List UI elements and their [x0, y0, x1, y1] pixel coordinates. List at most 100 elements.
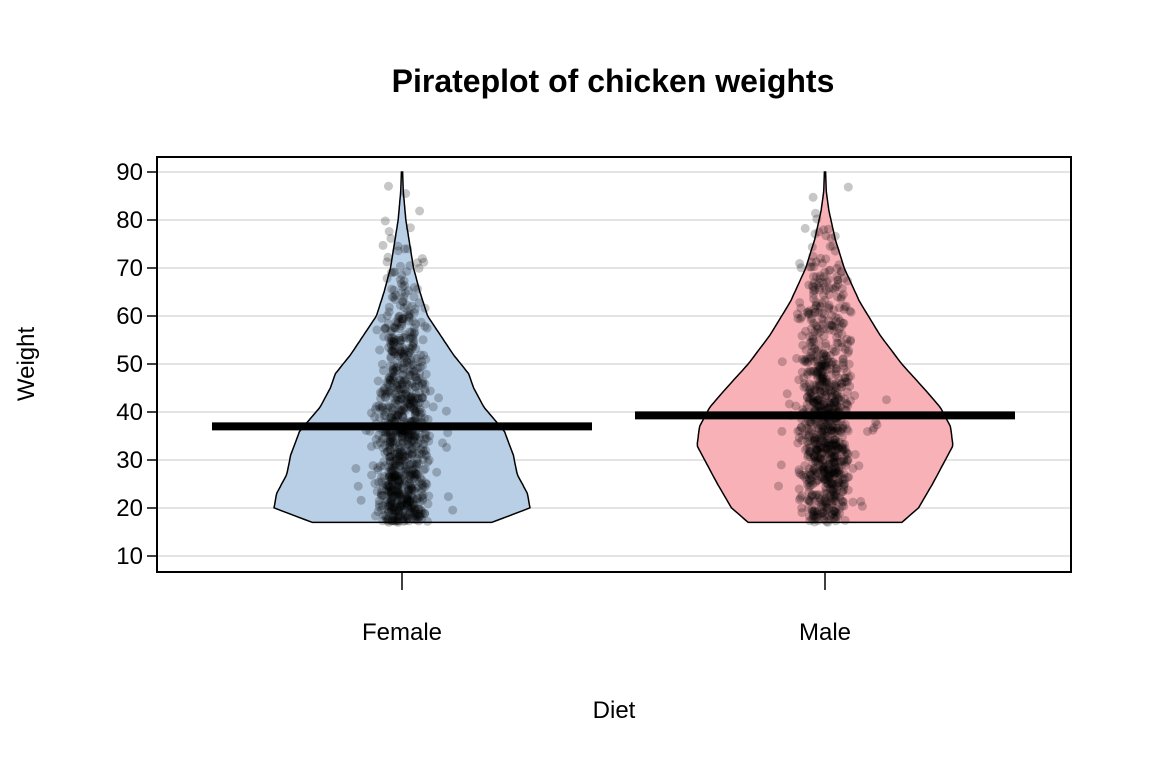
data-point [819, 425, 829, 435]
data-point [842, 473, 852, 483]
data-point [807, 314, 817, 323]
data-point [413, 469, 423, 479]
data-point [813, 369, 823, 379]
data-point [817, 359, 827, 369]
data-point [848, 497, 858, 507]
data-point [816, 373, 825, 383]
data-point [406, 435, 416, 445]
data-point [821, 471, 831, 481]
data-point [832, 401, 842, 411]
data-point [838, 487, 848, 497]
data-point [828, 498, 838, 508]
data-point [827, 475, 837, 485]
data-point [809, 319, 819, 328]
data-point [384, 181, 393, 191]
data-point [395, 335, 405, 345]
data-point [409, 468, 419, 478]
data-point [398, 501, 408, 511]
data-point [821, 341, 831, 351]
data-point [822, 399, 832, 408]
data-point [834, 260, 844, 270]
data-point [402, 395, 412, 405]
data-point [825, 477, 835, 487]
data-point [401, 189, 411, 198]
data-point [400, 330, 410, 340]
data-point [405, 497, 415, 506]
data-point [825, 441, 835, 450]
data-point [404, 347, 414, 357]
data-point [397, 474, 407, 484]
data-point [421, 478, 431, 488]
data-point [804, 424, 814, 434]
data-point [413, 357, 423, 367]
data-point [833, 275, 843, 285]
data-point [809, 380, 819, 390]
data-point [407, 483, 417, 493]
data-point [830, 469, 840, 479]
data-point [383, 499, 393, 509]
data-point [816, 453, 825, 463]
data-point [393, 428, 403, 438]
data-point [818, 508, 828, 518]
data-point [389, 337, 398, 347]
data-point [810, 453, 820, 463]
data-point [403, 429, 413, 439]
data-point [839, 318, 849, 328]
data-point [826, 401, 836, 411]
data-point [827, 320, 837, 330]
data-point [850, 450, 860, 459]
data-point [806, 353, 816, 363]
data-point [386, 475, 396, 484]
data-point [831, 512, 841, 522]
data-point [813, 361, 823, 371]
data-point [398, 384, 408, 394]
data-point [825, 242, 835, 251]
data-point [815, 380, 825, 390]
data-point [841, 301, 851, 311]
y-tick-label: 30 [116, 447, 143, 474]
data-point [396, 492, 406, 502]
data-point [802, 392, 812, 402]
data-point [816, 502, 826, 512]
data-point [840, 479, 850, 489]
data-point [832, 426, 841, 436]
data-point [405, 401, 415, 411]
data-point [809, 452, 819, 462]
data-point [794, 465, 804, 475]
data-point [387, 432, 397, 442]
data-point [393, 447, 403, 457]
data-point [830, 435, 840, 445]
data-point [836, 403, 846, 412]
data-point [417, 475, 427, 485]
data-point [386, 413, 395, 422]
data-point [404, 313, 414, 322]
data-point [401, 406, 411, 415]
data-point [821, 444, 831, 454]
data-point [394, 456, 404, 466]
data-point [414, 398, 424, 408]
data-point [823, 466, 833, 476]
data-point [404, 311, 414, 321]
data-point [395, 335, 405, 345]
data-point [819, 421, 829, 431]
data-point [375, 412, 385, 422]
data-point [797, 355, 807, 364]
data-point [377, 490, 387, 500]
data-point [810, 468, 820, 478]
data-point [809, 507, 818, 517]
data-point [809, 272, 818, 282]
data-point [380, 440, 390, 450]
data-point [407, 491, 417, 501]
data-point [810, 465, 820, 475]
data-point [842, 424, 852, 434]
data-point [833, 425, 843, 435]
data-point [409, 436, 419, 446]
data-point [837, 447, 847, 457]
data-point [818, 404, 827, 414]
data-point [830, 506, 840, 516]
data-point [828, 458, 838, 468]
data-point [418, 442, 428, 452]
data-point [415, 206, 425, 216]
data-point [412, 462, 422, 471]
data-point [418, 335, 428, 345]
